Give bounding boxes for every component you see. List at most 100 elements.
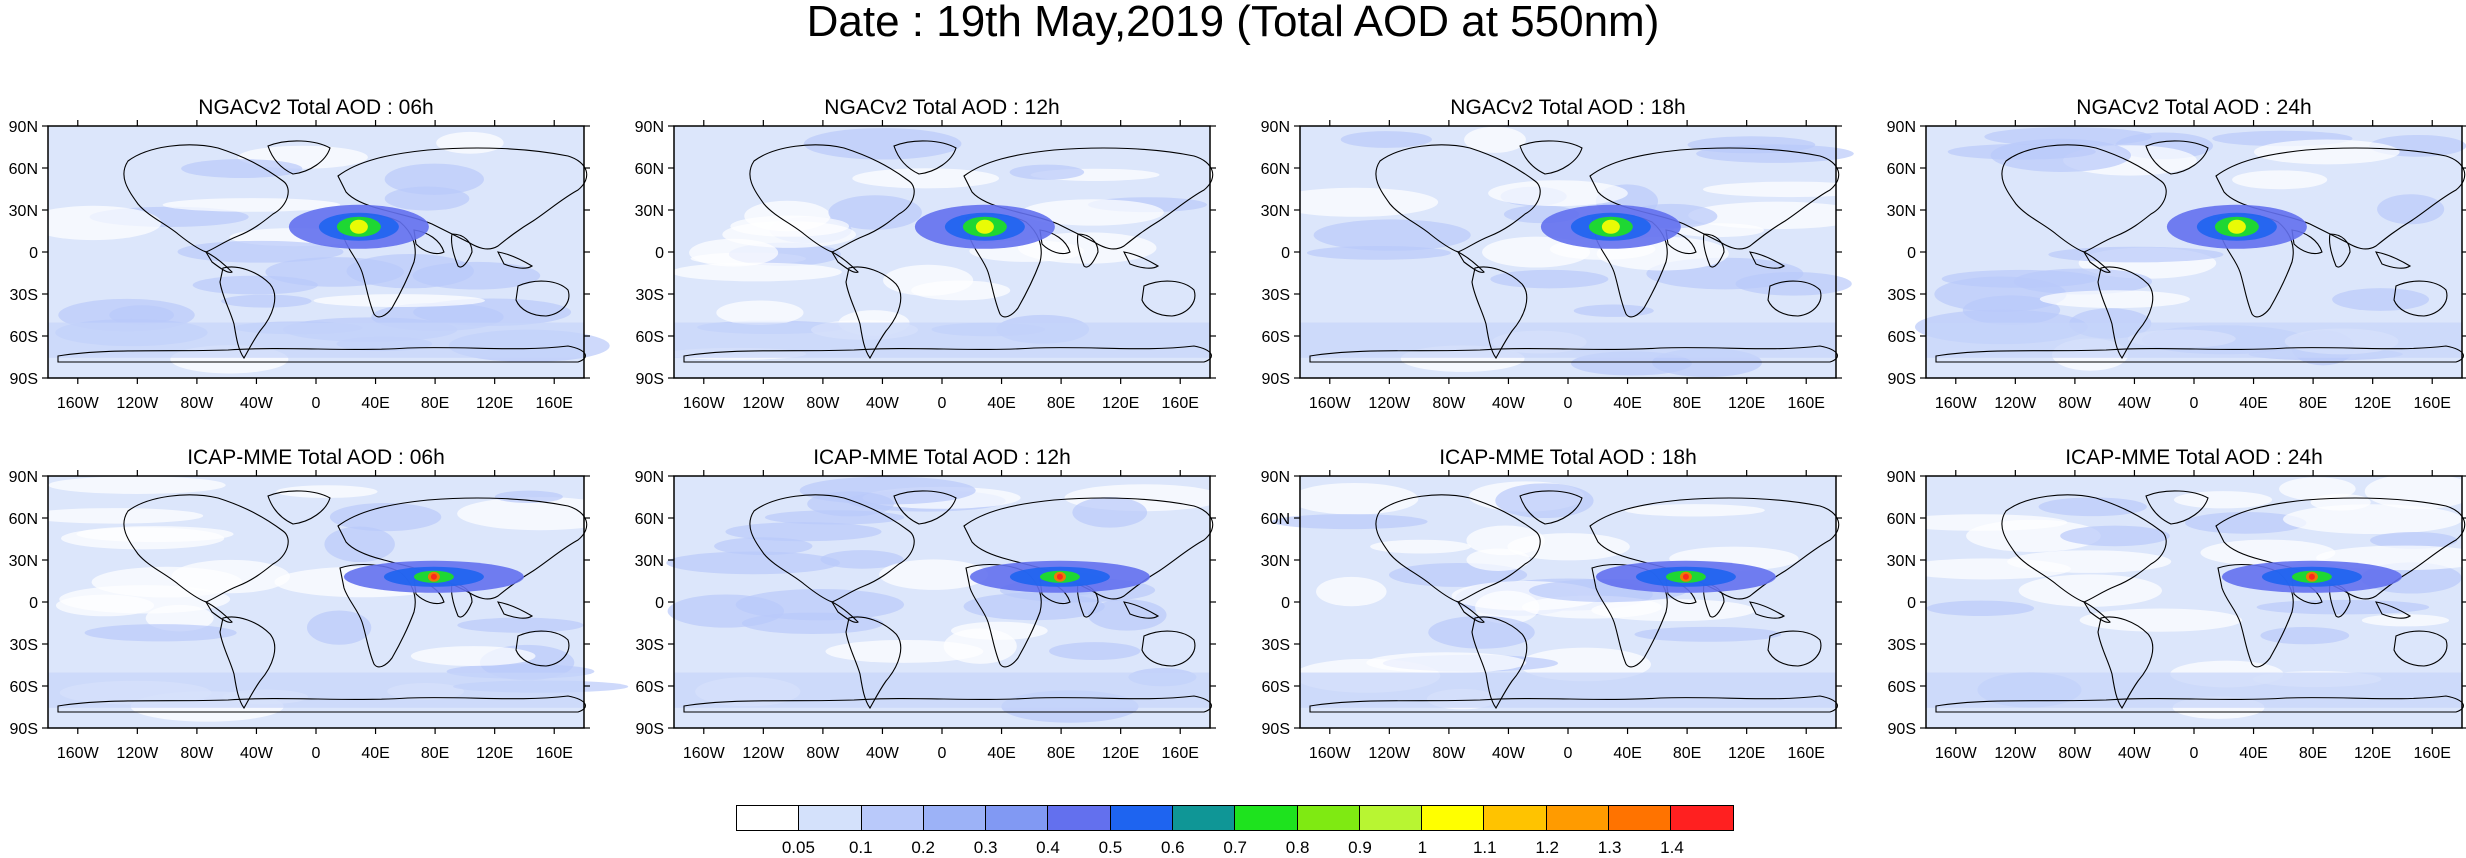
lat-tick-label: 0	[1907, 595, 1916, 612]
lon-tick-label: 120W	[116, 745, 159, 762]
aod-patch	[384, 186, 470, 211]
lat-tick-label: 90N	[635, 119, 664, 136]
lon-tick-label: 160E	[536, 745, 573, 762]
aod-patch	[2256, 599, 2430, 615]
lat-tick-label: 90N	[9, 119, 38, 136]
lon-tick-label: 160W	[683, 745, 726, 762]
map-panel: ICAP-MME Total AOD : 18h 90N 60N 30N 0 30S 60S…	[1261, 446, 1842, 762]
lon-tick-label: 120W	[1994, 745, 2037, 762]
lat-tick-label: 60N	[1261, 511, 1290, 528]
aod-patch	[1507, 533, 1630, 561]
lat-tick-label: 90N	[1261, 469, 1290, 486]
map-panel: NGACv2 Total AOD : 18h 90N 60N 30N 0 30S 60S 90…	[1261, 96, 1879, 412]
aod-plume	[430, 573, 437, 580]
lat-tick-label: 60N	[9, 161, 38, 178]
aod-patch	[1573, 304, 1654, 317]
lon-tick-label: 80E	[421, 745, 449, 762]
aod-patch	[1072, 497, 1148, 528]
lon-tick-label: 160W	[57, 745, 100, 762]
lon-tick-label: 160E	[1788, 395, 1825, 412]
lon-tick-label: 40W	[866, 395, 900, 412]
aod-patch	[1428, 615, 1535, 649]
lon-tick-label: 80E	[421, 395, 449, 412]
colorbar-label: 0.7	[1223, 838, 1248, 857]
aod-plume	[2308, 573, 2315, 580]
aod-patch	[2173, 491, 2273, 509]
lon-tick-label: 160W	[1309, 745, 1352, 762]
lon-tick-label: 40E	[2239, 395, 2267, 412]
lon-tick-label: 80W	[806, 395, 840, 412]
colorbar-label: 0.4	[1036, 838, 1060, 857]
colorbar-label: 0.8	[1285, 838, 1310, 857]
lat-tick-label: 60S	[636, 679, 664, 696]
lat-tick-label: 60S	[1888, 329, 1916, 346]
lon-tick-label: 0	[312, 395, 321, 412]
aod-patch	[436, 131, 504, 154]
lon-tick-label: 160E	[1162, 745, 1199, 762]
lat-tick-label: 60N	[1261, 161, 1290, 178]
lon-tick-label: 0	[312, 745, 321, 762]
lon-tick-label: 80E	[1047, 745, 1075, 762]
aod-patch	[2282, 504, 2463, 535]
aod-patch	[1316, 576, 1387, 607]
aod-plume	[1056, 573, 1063, 580]
lon-tick-label: 120W	[1994, 395, 2037, 412]
lat-tick-label: 30S	[10, 287, 38, 304]
aod-patch	[162, 198, 341, 212]
lon-tick-label: 0	[2190, 395, 2199, 412]
aod-patch	[1009, 164, 1085, 180]
aod-patch	[76, 526, 234, 543]
lon-tick-label: 160E	[536, 395, 573, 412]
aod-patch	[1087, 599, 1167, 631]
lat-tick-label: 30N	[1887, 553, 1916, 570]
aod-patch	[1271, 187, 1439, 217]
aod-patch	[714, 537, 813, 556]
aod-patch	[1688, 201, 1866, 230]
lon-tick-label: 120E	[476, 395, 513, 412]
lon-tick-label: 120W	[742, 745, 785, 762]
aod-patch	[1495, 483, 1594, 519]
aod-patch	[494, 490, 563, 503]
lat-tick-label: 30N	[9, 553, 38, 570]
lon-tick-label: 160W	[1935, 745, 1978, 762]
aod-patch	[825, 639, 984, 663]
lon-tick-label: 0	[1564, 395, 1573, 412]
aod-patch	[1490, 269, 1609, 289]
aod-patch	[951, 621, 1048, 640]
colorbar	[736, 805, 1735, 831]
aod-patch	[1591, 599, 1756, 622]
lat-tick-label: 0	[29, 245, 38, 262]
aod-belt	[1926, 322, 2462, 358]
colorbar-box	[1048, 806, 1111, 830]
aod-patch	[192, 275, 318, 295]
aod-patch	[55, 594, 155, 617]
aod-plume	[2227, 219, 2246, 234]
lon-tick-label: 40W	[240, 745, 274, 762]
lat-tick-label: 30N	[1261, 203, 1290, 220]
lon-tick-label: 80W	[2058, 395, 2092, 412]
aod-patch	[2364, 473, 2466, 510]
lon-tick-label: 80E	[1673, 395, 1701, 412]
panel-title: NGACv2 Total AOD : 18h	[1450, 96, 1685, 119]
map-panel: NGACv2 Total AOD : 24h 90N 60N 30N 0 30S 60S 90…	[1887, 96, 2466, 412]
lon-tick-label: 40E	[987, 745, 1015, 762]
lat-tick-label: 90S	[10, 371, 38, 388]
lon-tick-label: 80W	[1432, 745, 1466, 762]
aod-patch	[2361, 614, 2450, 627]
lat-tick-label: 0	[655, 245, 664, 262]
aod-patch	[1021, 199, 1164, 226]
aod-patch	[1313, 219, 1471, 251]
aod-patch	[384, 163, 484, 195]
lat-tick-label: 60S	[1888, 679, 1916, 696]
colorbar-label: 0.2	[911, 838, 936, 857]
aod-plume	[1601, 219, 1620, 234]
aod-patch	[171, 559, 290, 594]
map-panel: ICAP-MME Total AOD : 06h 90N 60N 30N 0 30S 60S…	[9, 446, 629, 762]
aod-patch	[741, 612, 884, 635]
map-panel: NGACv2 Total AOD : 12h 90N 60N 30N 0 30S 60S 90…	[635, 96, 1216, 412]
aod-plume	[975, 219, 994, 234]
aod-patch	[2007, 550, 2172, 573]
colorbar-label: 1	[1417, 838, 1428, 857]
lon-tick-label: 160W	[683, 395, 726, 412]
lat-tick-label: 90S	[1262, 371, 1290, 388]
